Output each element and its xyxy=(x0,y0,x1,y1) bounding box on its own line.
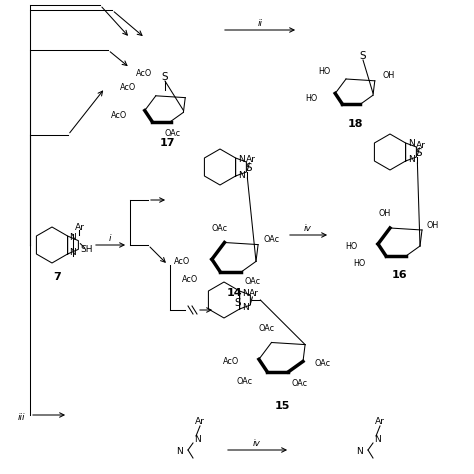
Text: OAc: OAc xyxy=(263,235,279,244)
Text: S: S xyxy=(234,298,241,308)
Text: S: S xyxy=(360,51,366,61)
Text: N: N xyxy=(374,436,382,445)
Text: Ar: Ar xyxy=(248,290,258,299)
Text: 17: 17 xyxy=(159,138,175,148)
Text: ii: ii xyxy=(257,18,263,27)
Text: AcO: AcO xyxy=(119,83,136,92)
Text: AcO: AcO xyxy=(182,275,198,284)
Text: i: i xyxy=(109,234,111,243)
Text: OH: OH xyxy=(383,71,395,80)
Text: OAc: OAc xyxy=(211,224,228,233)
Text: OAc: OAc xyxy=(164,129,181,138)
Text: 7: 7 xyxy=(53,272,61,282)
Text: N: N xyxy=(195,436,201,445)
Text: N: N xyxy=(243,302,249,311)
Text: OH: OH xyxy=(379,210,391,219)
Text: N: N xyxy=(70,233,76,242)
Text: Ar: Ar xyxy=(246,155,255,164)
Text: N: N xyxy=(409,139,415,148)
Text: 14: 14 xyxy=(227,288,243,298)
Text: OAc: OAc xyxy=(236,377,252,386)
Text: S: S xyxy=(162,72,168,82)
Text: N: N xyxy=(356,447,364,456)
Text: HO: HO xyxy=(354,259,366,268)
Text: iv: iv xyxy=(253,438,261,447)
Text: 18: 18 xyxy=(347,119,363,129)
Text: SH: SH xyxy=(80,245,92,254)
Text: HO: HO xyxy=(319,66,331,75)
Text: AcO: AcO xyxy=(173,257,190,266)
Text: iii: iii xyxy=(18,413,26,422)
Text: OH: OH xyxy=(427,220,439,229)
Text: AcO: AcO xyxy=(110,111,127,120)
Text: 16: 16 xyxy=(392,270,408,280)
Text: S: S xyxy=(245,163,252,173)
Text: Ar: Ar xyxy=(195,418,205,427)
Text: 15: 15 xyxy=(274,401,290,411)
Text: HO: HO xyxy=(346,241,358,250)
Text: AcO: AcO xyxy=(223,357,239,366)
Text: S: S xyxy=(415,148,422,158)
Text: HO: HO xyxy=(305,94,317,103)
Text: N: N xyxy=(177,447,183,456)
Text: OAc: OAc xyxy=(292,379,308,388)
Text: iv: iv xyxy=(304,224,312,233)
Text: OAc: OAc xyxy=(258,324,274,333)
Text: AcO: AcO xyxy=(136,69,152,78)
Text: Ar: Ar xyxy=(375,418,385,427)
Text: OAc: OAc xyxy=(315,359,331,368)
Text: N: N xyxy=(409,155,415,164)
Text: N: N xyxy=(243,289,249,298)
Text: N: N xyxy=(238,155,246,164)
Text: N: N xyxy=(238,171,246,180)
Text: Ar: Ar xyxy=(415,140,425,149)
Text: N: N xyxy=(70,248,76,257)
Text: Ar: Ar xyxy=(74,223,84,232)
Text: OAc: OAc xyxy=(244,277,260,286)
